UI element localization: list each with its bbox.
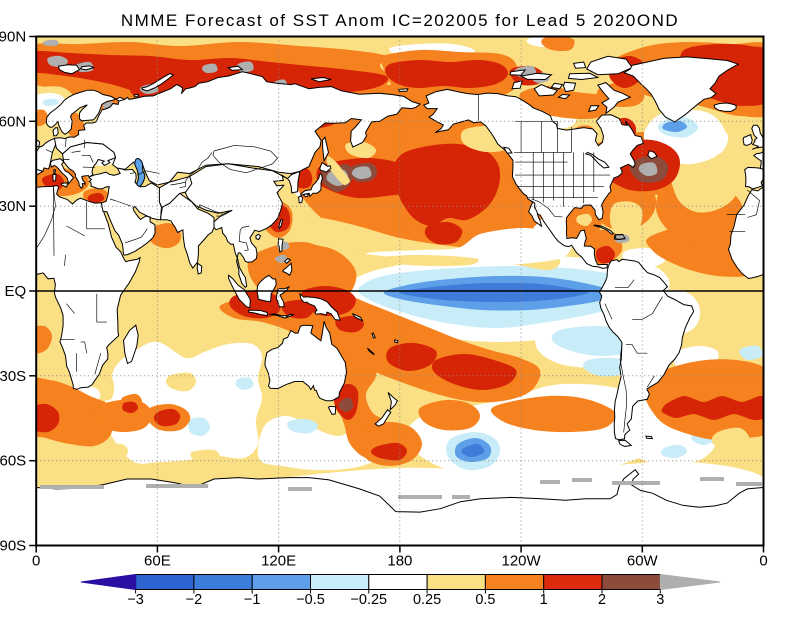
svg-text:120E: 120E	[261, 553, 296, 570]
svg-text:−3: −3	[127, 592, 144, 608]
svg-text:−2: −2	[186, 592, 203, 608]
svg-text:0.5: 0.5	[475, 592, 495, 608]
svg-text:−0.5: −0.5	[296, 592, 325, 608]
svg-text:−0.25: −0.25	[350, 592, 387, 608]
svg-text:−1: −1	[244, 592, 261, 608]
svg-text:EQ: EQ	[5, 283, 27, 300]
svg-text:0: 0	[759, 553, 767, 570]
svg-text:30N: 30N	[0, 198, 26, 215]
svg-text:30S: 30S	[0, 368, 26, 385]
svg-text:60S: 60S	[0, 453, 26, 470]
svg-text:0: 0	[32, 553, 40, 570]
svg-text:180: 180	[387, 553, 412, 570]
svg-text:2: 2	[598, 592, 606, 608]
svg-text:60N: 60N	[0, 113, 26, 130]
svg-text:3: 3	[656, 592, 664, 608]
svg-text:1: 1	[540, 592, 548, 608]
svg-text:90S: 90S	[0, 538, 26, 555]
svg-text:60E: 60E	[144, 553, 171, 570]
svg-text:120W: 120W	[502, 553, 542, 570]
svg-text:90N: 90N	[0, 29, 26, 46]
svg-text:0.25: 0.25	[413, 592, 441, 608]
svg-text:NMME Forecast of SST Anom IC=2: NMME Forecast of SST Anom IC=202005 for …	[121, 11, 679, 30]
svg-text:60W: 60W	[627, 553, 659, 570]
